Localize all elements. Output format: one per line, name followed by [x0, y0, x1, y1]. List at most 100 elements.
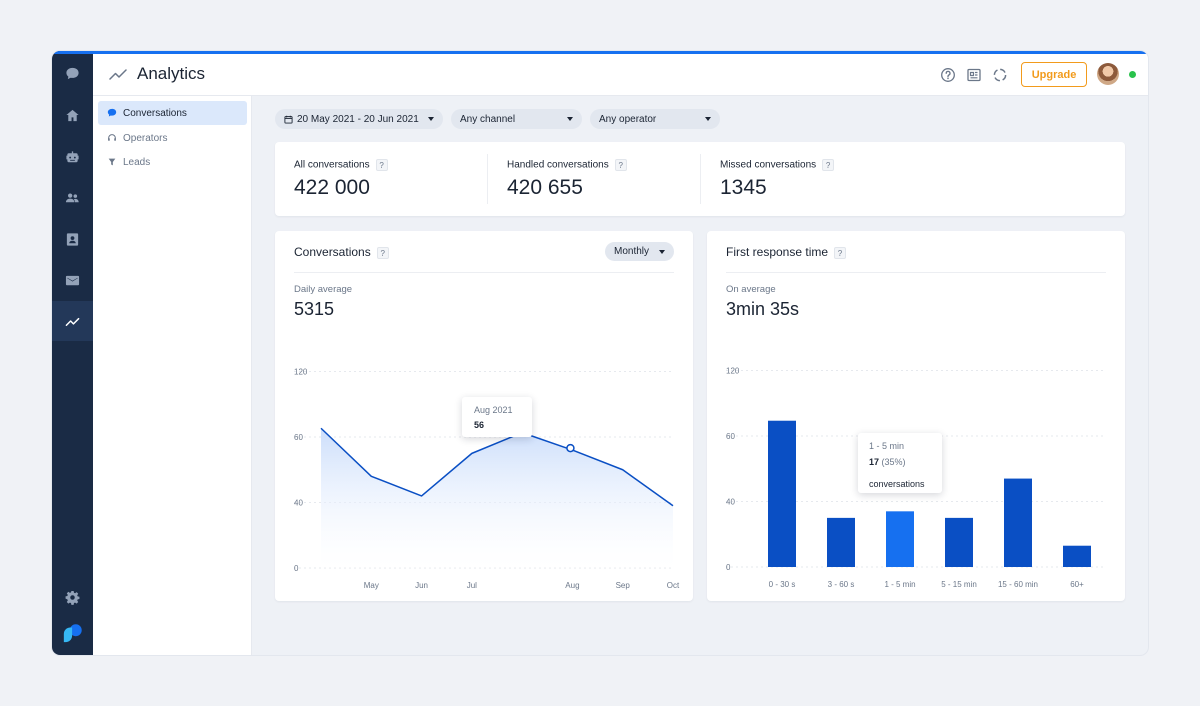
- y-tick-label: 0: [726, 563, 731, 572]
- summary-stats-card: All conversations? 422 000 Handled conve…: [275, 142, 1125, 216]
- bot-icon: [66, 150, 79, 162]
- tooltip-value: 56: [474, 420, 485, 430]
- period-value: Monthly: [614, 246, 650, 257]
- stat-all-conversations: All conversations? 422 000: [275, 142, 487, 216]
- tooltip-value: 17: [869, 457, 880, 467]
- card-title: First response time: [726, 245, 829, 259]
- x-tick-label: Oct: [667, 581, 680, 590]
- subnav-item-operators[interactable]: Operators: [98, 126, 247, 150]
- rail-home[interactable]: [52, 95, 93, 135]
- headset-icon: [108, 134, 116, 141]
- rail-users[interactable]: [52, 177, 93, 217]
- help-badge[interactable]: ?: [834, 246, 847, 259]
- users-icon: [65, 192, 79, 202]
- rail-contacts[interactable]: [52, 219, 93, 259]
- daily-average-label: Daily average: [294, 284, 353, 295]
- x-tick-label: 3 - 60 s: [828, 580, 855, 589]
- card-title: Conversations: [294, 245, 371, 259]
- subnav-item-label: Leads: [123, 156, 151, 168]
- tooltip-percent: (35%): [881, 457, 906, 467]
- brand-logo-icon: [63, 624, 82, 643]
- x-tick-label: 60+: [1070, 580, 1084, 589]
- y-tick-label: 0: [294, 564, 299, 573]
- response-time-chart-card: First response time? On average 3min 35s…: [707, 231, 1125, 601]
- line-chart-tooltip: Aug 2021 56: [462, 397, 532, 437]
- y-tick-label: 60: [726, 432, 735, 441]
- upgrade-button[interactable]: Upgrade: [1021, 62, 1087, 87]
- bar: [768, 420, 796, 567]
- x-tick-label: May: [364, 581, 379, 590]
- subnav-item-conversations[interactable]: Conversations: [98, 101, 247, 125]
- period-select[interactable]: Monthly: [605, 242, 674, 261]
- response-time-bar-chart: 0 40 60 120 0 - 30 s 3 - 60 s 1 - 5 min 5 - 15 …: [726, 367, 1106, 589]
- rail-settings[interactable]: [52, 577, 93, 617]
- channel-value: Any channel: [460, 113, 516, 125]
- help-badge[interactable]: ?: [822, 159, 835, 171]
- chevron-down-icon: [705, 117, 711, 121]
- conversations-area-chart: 0 40 60 120 May Jun Jul Aug Sep Oct: [294, 368, 680, 590]
- highlight-point: [566, 443, 575, 453]
- tooltip-label: Aug 2021: [474, 405, 513, 415]
- contact-card-icon: [66, 232, 79, 246]
- loading-ring-icon[interactable]: [992, 67, 1008, 83]
- stat-label: Handled conversations: [507, 159, 609, 171]
- conversations-chart-card: Conversations? Monthly Daily average 531…: [275, 231, 693, 601]
- bar: [1004, 478, 1032, 567]
- channel-filter[interactable]: Any channel: [451, 109, 582, 129]
- subnav-item-leads[interactable]: Leads: [98, 150, 247, 174]
- area-fill: [321, 428, 673, 568]
- help-badge[interactable]: ?: [614, 159, 627, 171]
- bar: [945, 517, 973, 567]
- x-tick-label: 0 - 30 s: [769, 580, 796, 589]
- stat-value: 422 000: [294, 176, 370, 199]
- mail-icon: [65, 275, 80, 285]
- x-tick-label: 1 - 5 min: [884, 580, 915, 589]
- chevron-down-icon: [428, 117, 434, 121]
- x-tick-label: 15 - 60 min: [998, 580, 1038, 589]
- x-tick-label: Aug: [565, 581, 579, 590]
- gear-icon: [65, 590, 80, 605]
- y-tick-label: 120: [294, 368, 308, 377]
- analytics-subnav: Conversations Operators Leads: [93, 96, 252, 655]
- stat-value: 1345: [720, 176, 767, 199]
- y-tick-label: 120: [726, 367, 740, 376]
- help-badge[interactable]: ?: [375, 159, 388, 171]
- chevron-down-icon: [659, 250, 665, 254]
- bar: [1063, 545, 1091, 567]
- stat-value: 420 655: [507, 176, 583, 199]
- bar: [886, 511, 914, 567]
- date-range-filter[interactable]: 20 May 2021 - 20 Jun 2021: [275, 109, 443, 129]
- date-range-value: 20 May 2021 - 20 Jun 2021: [297, 113, 419, 125]
- x-tick-label: Sep: [616, 581, 631, 590]
- y-tick-label: 60: [294, 433, 303, 442]
- bar-chart-tooltip: 1 - 5 min 17 (35%) conversations: [858, 433, 942, 493]
- main-content: 20 May 2021 - 20 Jun 2021 Any channel An…: [252, 96, 1148, 655]
- rail-analytics[interactable]: [52, 301, 93, 341]
- app-window: Analytics Upgrade Conversations Operator…: [52, 51, 1148, 655]
- help-circle-icon[interactable]: [940, 67, 956, 83]
- primary-nav-rail: [52, 51, 93, 655]
- tooltip-unit: conversations: [869, 479, 925, 489]
- rail-chat[interactable]: [52, 53, 93, 93]
- card-separator: [726, 272, 1106, 273]
- help-badge[interactable]: ?: [376, 246, 389, 259]
- news-icon[interactable]: [966, 67, 982, 83]
- avatar[interactable]: [1097, 63, 1119, 85]
- stat-divider: [700, 154, 701, 204]
- calendar-icon: [284, 115, 293, 124]
- x-tick-label: 5 - 15 min: [941, 580, 977, 589]
- operator-value: Any operator: [599, 113, 657, 125]
- x-tick-label: Jul: [467, 581, 477, 590]
- chevron-down-icon: [567, 117, 573, 121]
- rail-bot[interactable]: [52, 137, 93, 177]
- rail-inbox[interactable]: [52, 260, 93, 300]
- card-separator: [294, 272, 674, 273]
- operator-filter[interactable]: Any operator: [590, 109, 720, 129]
- daily-average-value: 5315: [294, 299, 335, 319]
- page-title: Analytics: [137, 64, 206, 83]
- series-line: [320, 427, 674, 507]
- stat-handled-conversations: Handled conversations? 420 655: [488, 142, 700, 216]
- rail-brand: [52, 613, 93, 653]
- chat-bubble-icon: [107, 108, 117, 117]
- subnav-item-label: Conversations: [123, 107, 187, 119]
